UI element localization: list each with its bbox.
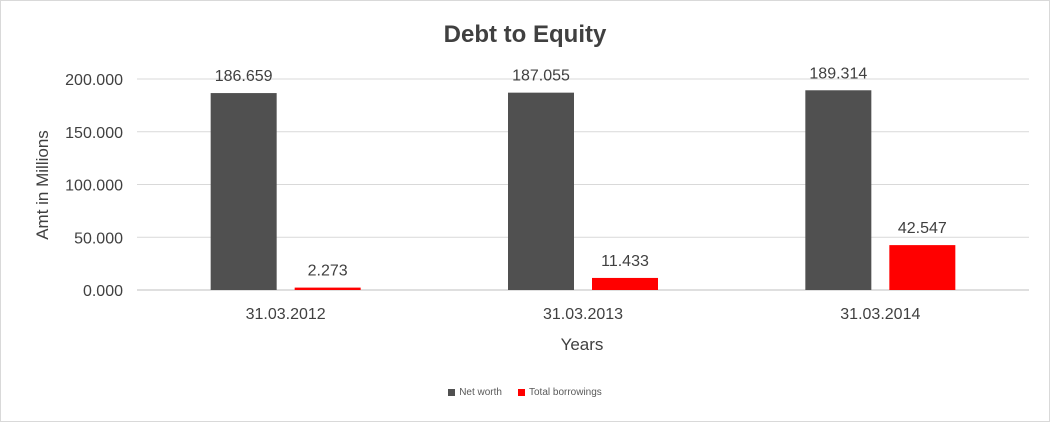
- y-tick-label: 0.000: [83, 283, 123, 300]
- grid-lines: [137, 78, 1029, 291]
- bar-total-borrowings: [889, 245, 956, 290]
- legend-item-net-worth: Net worth: [448, 387, 502, 398]
- data-label: 187.055: [512, 68, 570, 85]
- bar-total-borrowings: [592, 277, 658, 290]
- bar-net-worth: [210, 93, 277, 290]
- data-label: 2.273: [308, 263, 348, 280]
- x-tick-label: 31.03.2013: [543, 306, 623, 323]
- bar-net-worth: [508, 92, 574, 290]
- legend-item-total-borrowings: Total borrowings: [517, 387, 602, 398]
- bar-total-borrowings: [294, 287, 361, 290]
- legend-swatch-net-worth: [448, 389, 456, 396]
- x-tick-label: 31.03.2012: [246, 306, 326, 323]
- legend-swatch-total-borrowings: [517, 389, 525, 396]
- y-tick-label: 200.000: [65, 72, 123, 89]
- data-labels: 186.659 2.273 187.055 11.433 189.314 42.547: [215, 65, 947, 279]
- data-label: 186.659: [215, 68, 273, 85]
- x-tick-label: 31.03.2014: [840, 306, 920, 323]
- data-label: 189.314: [809, 65, 867, 82]
- bars: [210, 90, 956, 290]
- x-tick-labels: 31.03.2012 31.03.2013 31.03.2014: [246, 306, 921, 323]
- x-axis-title: Years: [561, 335, 604, 354]
- legend: Net worth Total borrowings: [1, 387, 1049, 398]
- y-tick-labels: 0.000 50.000 100.000 150.000 200.000: [65, 72, 123, 300]
- y-tick-label: 100.000: [65, 178, 123, 195]
- data-label: 42.547: [898, 220, 947, 237]
- y-tick-label: 50.000: [74, 230, 123, 247]
- chart-title: Debt to Equity: [443, 21, 607, 48]
- legend-label-net-worth: Net worth: [459, 387, 502, 398]
- y-tick-label: 150.000: [65, 125, 123, 142]
- y-axis-title: Amt in Millions: [33, 130, 52, 240]
- legend-label-total-borrowings: Total borrowings: [528, 387, 602, 398]
- data-label: 11.433: [601, 253, 649, 270]
- bar-net-worth: [805, 90, 872, 290]
